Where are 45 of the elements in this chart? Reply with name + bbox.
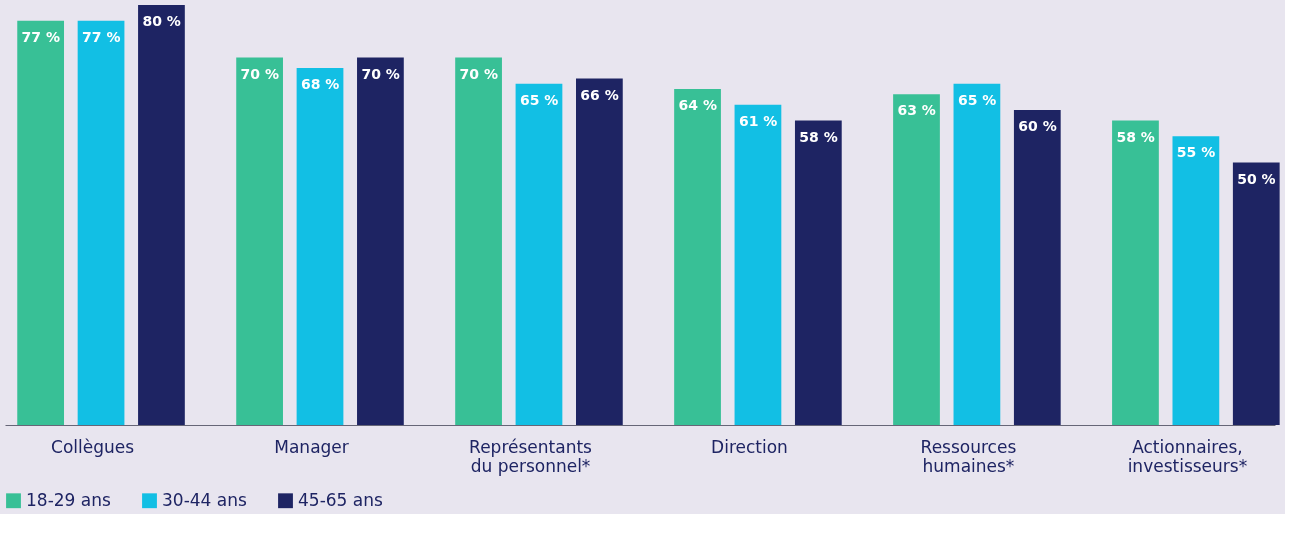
data-label: 70 %: [459, 65, 498, 82]
bar: [1172, 136, 1220, 425]
data-label: 68 %: [300, 76, 340, 92]
bar: [576, 78, 623, 425]
data-label: 60 %: [1018, 118, 1057, 134]
bar: [296, 68, 344, 425]
bar: [455, 57, 502, 425]
data-label: 63 %: [897, 102, 936, 119]
data-label: 58 %: [799, 128, 838, 145]
x-tick-label: Direction: [711, 436, 788, 457]
data-label: 64 %: [678, 97, 717, 113]
x-tick-label: Manager: [274, 436, 349, 457]
data-label: 70 %: [240, 65, 279, 82]
data-label: 65 %: [957, 91, 997, 108]
bar: [236, 57, 283, 425]
bar: [1013, 110, 1061, 425]
data-label: 61 %: [738, 112, 778, 129]
data-label: 70 %: [361, 65, 400, 82]
bar: [953, 83, 1001, 425]
data-label: 66 %: [580, 86, 619, 103]
data-label: 77 %: [21, 28, 61, 45]
legend-label: 45-65 ans: [298, 489, 383, 510]
x-tick-label: Ressources humaines*: [920, 436, 1017, 476]
bar: [357, 57, 404, 425]
bar: [794, 120, 842, 425]
x-tick-label: Collègues: [51, 436, 135, 457]
bar: [138, 5, 185, 425]
data-label: 58 %: [1116, 128, 1155, 145]
bar: [734, 104, 782, 425]
data-label: 55 %: [1176, 144, 1216, 161]
bar: [674, 89, 721, 425]
bar: [893, 94, 940, 425]
bar: [1112, 120, 1159, 425]
bar: [17, 20, 65, 425]
x-tick-label: Actionnaires, investisseurs*: [1127, 436, 1248, 476]
bar: [1232, 162, 1280, 425]
data-label: 80 %: [142, 13, 181, 29]
data-label: 77 %: [82, 28, 121, 45]
bar: [77, 20, 125, 425]
legend-label: 18-29 ans: [26, 489, 111, 510]
legend-label: 30-44 ans: [162, 489, 247, 510]
data-label: 65 %: [519, 91, 559, 108]
x-tick-label: Représentants du personnel*: [469, 436, 593, 476]
data-label: 50 %: [1237, 170, 1276, 187]
bar: [515, 83, 563, 425]
